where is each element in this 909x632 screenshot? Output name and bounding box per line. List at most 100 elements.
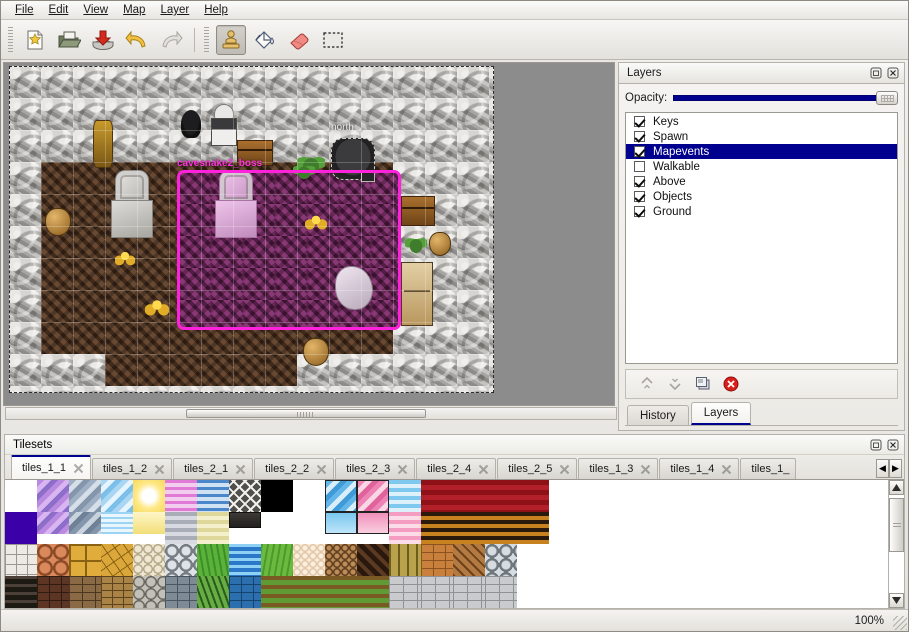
undock-panel-button[interactable]	[869, 66, 883, 80]
npc-dark-sprite[interactable]	[181, 110, 201, 138]
tile-dark-plate[interactable]	[229, 512, 261, 528]
close-tab-icon[interactable]	[316, 464, 327, 475]
undo-button[interactable]	[122, 25, 152, 55]
tile-stone-brown[interactable]	[69, 576, 101, 608]
tileset-tab-tiles_2_3[interactable]: tiles_2_3	[335, 458, 416, 479]
tile-gravel[interactable]	[133, 544, 165, 576]
layer-visibility-checkbox[interactable]	[634, 161, 645, 172]
layer-row[interactable]: Ground	[626, 204, 897, 219]
tile-dirt-rough[interactable]	[325, 544, 357, 576]
tileset-tab-tiles_2_4[interactable]: tiles_2_4	[416, 458, 497, 479]
delete-layer-button[interactable]	[718, 372, 744, 396]
map-canvas[interactable]: cavesnake2_boss north	[9, 66, 494, 393]
stamp-tool-button[interactable]	[216, 24, 246, 55]
tile-pink-wave[interactable]	[389, 512, 421, 544]
chest-sprite[interactable]	[401, 196, 435, 226]
tile-blue-diag-2[interactable]	[325, 480, 357, 512]
tile-blank[interactable]	[5, 480, 37, 512]
tile-pink-diag[interactable]	[357, 480, 389, 512]
palette-vertical-scrollbar[interactable]	[888, 480, 904, 608]
eraser-tool-button[interactable]	[284, 25, 314, 55]
new-map-button[interactable]	[20, 25, 50, 55]
pot-sprite[interactable]	[429, 232, 451, 256]
tile-blue-wave[interactable]	[389, 480, 421, 512]
menu-file[interactable]: File	[8, 2, 42, 18]
tile-plank-olive[interactable]	[389, 544, 421, 576]
menu-edit[interactable]: Edit	[42, 2, 77, 18]
palette-scroll-track[interactable]	[889, 495, 904, 593]
layer-visibility-checkbox[interactable]	[634, 116, 645, 127]
door-sprite[interactable]	[401, 262, 433, 326]
gravestone-sprite[interactable]	[109, 170, 155, 238]
open-map-button[interactable]	[54, 25, 84, 55]
layer-visibility-checkbox[interactable]	[634, 146, 645, 157]
tile-cobble-gray[interactable]	[165, 544, 197, 576]
tile-grass-path[interactable]	[357, 576, 389, 608]
exit-marker-box[interactable]	[361, 172, 375, 182]
tile-gray-diag[interactable]	[69, 480, 101, 512]
close-panel-button[interactable]	[886, 438, 900, 452]
tile-grass-path[interactable]	[293, 576, 325, 608]
tile-grass-path[interactable]	[261, 576, 293, 608]
tileset-tab-tiles_2_5[interactable]: tiles_2_5	[497, 458, 578, 479]
mapevent-label[interactable]: cavesnake2_boss	[177, 158, 263, 169]
palette-scroll-thumb[interactable]	[889, 498, 904, 552]
close-tab-icon[interactable]	[721, 464, 732, 475]
move-layer-up-button[interactable]	[634, 372, 660, 396]
tile-grass-moss[interactable]	[197, 576, 229, 608]
tile-lattice[interactable]	[229, 480, 261, 512]
layer-visibility-checkbox[interactable]	[634, 131, 645, 142]
tile-brick-white[interactable]	[453, 576, 485, 608]
tile-blue-diag[interactable]	[101, 480, 133, 512]
close-tab-icon[interactable]	[559, 464, 570, 475]
layer-row[interactable]: Walkable	[626, 159, 897, 174]
tab-layers[interactable]: Layers	[690, 402, 752, 425]
tile-palette[interactable]	[5, 480, 888, 608]
close-tab-icon[interactable]	[640, 464, 651, 475]
tile-cobble-blue-gray[interactable]	[485, 544, 517, 576]
tile-stone-gray[interactable]	[133, 576, 165, 608]
pot-sprite[interactable]	[45, 208, 71, 236]
undock-panel-button[interactable]	[869, 438, 883, 452]
tile-red-curtain[interactable]	[453, 480, 485, 512]
tile-wood-dark[interactable]	[5, 576, 37, 608]
tile-gray-stripes[interactable]	[165, 512, 197, 544]
tile-tile-gold[interactable]	[69, 544, 101, 576]
close-tab-icon[interactable]	[154, 464, 165, 475]
tile-indigo[interactable]	[5, 512, 37, 544]
tile-red-curtain[interactable]	[421, 480, 453, 512]
tile-blue-wave-2[interactable]	[101, 512, 133, 534]
opacity-slider[interactable]	[673, 90, 898, 106]
menu-help[interactable]: Help	[197, 2, 236, 18]
layer-row[interactable]: Objects	[626, 189, 897, 204]
scroll-tabs-left-button[interactable]: ◀	[876, 459, 889, 478]
scroll-down-button[interactable]	[889, 593, 904, 608]
tile-cobble-red[interactable]	[37, 544, 69, 576]
tile-blank[interactable]	[517, 544, 549, 576]
tile-wood-stripes[interactable]	[485, 512, 517, 544]
tab-history[interactable]: History	[627, 405, 689, 425]
menu-layer[interactable]: Layer	[153, 2, 197, 18]
tile-water[interactable]	[229, 544, 261, 576]
tile-brick-brown[interactable]	[37, 576, 69, 608]
scroll-up-button[interactable]	[889, 480, 904, 495]
layer-row[interactable]: Spawn	[626, 129, 897, 144]
gravestone-sprite-pink[interactable]	[213, 170, 259, 238]
close-panel-button[interactable]	[886, 66, 900, 80]
tile-yellow-soft[interactable]	[133, 512, 165, 534]
tile-blank[interactable]	[517, 576, 549, 608]
fill-tool-button[interactable]	[250, 25, 280, 55]
tileset-tab-tiles_1_4[interactable]: tiles_1_4	[659, 458, 740, 479]
tile-stone-path[interactable]	[5, 544, 37, 576]
tile-brick-orange[interactable]	[421, 544, 453, 576]
tileset-tab-tiles_1_partial[interactable]: tiles_1_	[740, 458, 797, 479]
tile-pink-stripes[interactable]	[165, 480, 197, 512]
menu-map[interactable]: Map	[116, 2, 153, 18]
tile-brick-white[interactable]	[421, 576, 453, 608]
tileset-tab-tiles_1_2[interactable]: tiles_1_2	[92, 458, 173, 479]
tile-wood-stripes[interactable]	[453, 512, 485, 544]
map-viewport[interactable]: cavesnake2_boss north	[3, 62, 615, 406]
tile-purple-diag[interactable]	[37, 480, 69, 512]
tile-red-curtain[interactable]	[485, 480, 517, 512]
layer-visibility-checkbox[interactable]	[634, 206, 645, 217]
